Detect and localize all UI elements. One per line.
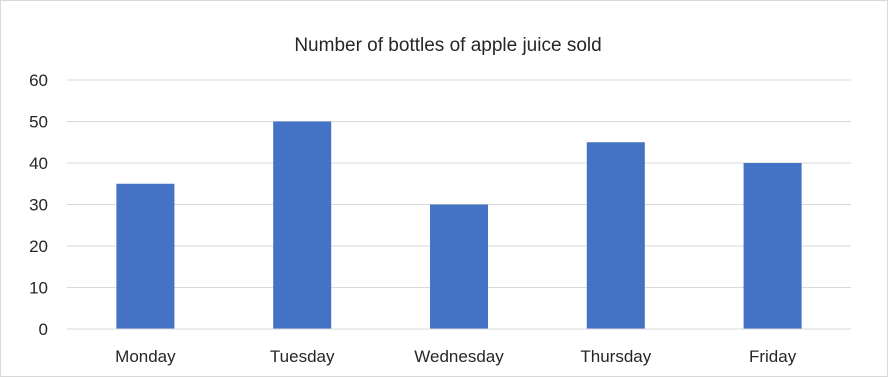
y-tick-label: 20 xyxy=(29,237,48,256)
y-tick-label: 30 xyxy=(29,196,48,215)
bar-thursday xyxy=(586,142,645,329)
x-tick-label: Wednesday xyxy=(414,347,504,366)
y-tick-label: 10 xyxy=(29,279,48,298)
bar-wednesday xyxy=(429,204,489,329)
y-tick-label: 40 xyxy=(29,154,48,173)
y-tick-label: 60 xyxy=(29,71,48,90)
x-tick-label: Tuesday xyxy=(270,347,335,366)
x-tick-label: Thursday xyxy=(580,347,651,366)
bars xyxy=(116,121,802,329)
x-axis-ticks: Monday Tuesday Wednesday Thursday Friday xyxy=(115,347,797,366)
bar-friday xyxy=(743,163,802,329)
chart-title: Number of bottles of apple juice sold xyxy=(294,35,601,56)
x-tick-label: Friday xyxy=(749,347,797,366)
bar-tuesday xyxy=(273,121,332,329)
x-tick-label: Monday xyxy=(115,347,176,366)
y-tick-label: 0 xyxy=(39,320,48,339)
y-axis-ticks: 0 10 20 30 40 50 60 xyxy=(29,71,48,339)
bar-monday xyxy=(116,183,175,329)
y-tick-label: 50 xyxy=(29,113,48,132)
